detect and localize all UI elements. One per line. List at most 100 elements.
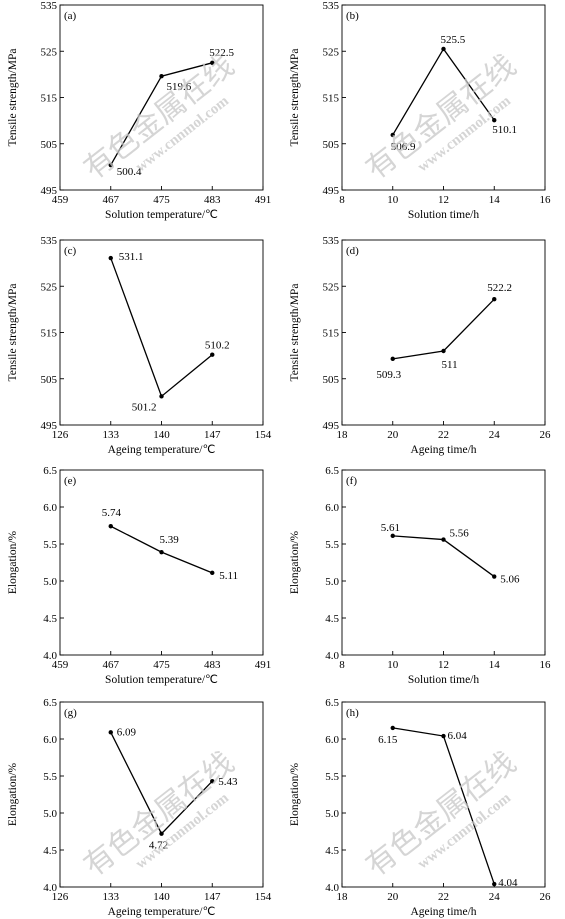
x-tick-label: 133 xyxy=(103,429,120,441)
data-label: 6.15 xyxy=(378,734,398,746)
y-axis-label: Elongation/% xyxy=(7,530,19,594)
x-tick-label: 491 xyxy=(255,659,272,671)
x-tick-label: 133 xyxy=(103,891,120,903)
x-axis-label: Solution temperature/℃ xyxy=(105,209,218,221)
y-tick-label: 495 xyxy=(41,185,58,197)
data-point xyxy=(390,356,395,362)
y-tick-label: 5.5 xyxy=(43,771,57,783)
y-tick-label: 535 xyxy=(41,0,58,12)
y-axis-label: Tensile strength/MPa xyxy=(7,284,19,382)
plot-frame xyxy=(341,469,546,656)
data-point xyxy=(210,570,215,576)
data-point xyxy=(159,549,164,555)
x-axis-label: Solution temperature/℃ xyxy=(105,674,218,686)
data-point xyxy=(441,348,446,354)
y-tick-label: 535 xyxy=(41,235,58,247)
y-axis-label: Tensile strength/MPa xyxy=(7,49,19,147)
x-tick-label: 26 xyxy=(540,891,552,903)
x-tick-label: 20 xyxy=(387,429,399,441)
data-label: 522.5 xyxy=(209,47,234,59)
y-tick-label: 495 xyxy=(41,420,58,432)
data-label: 5.74 xyxy=(102,507,122,519)
y-tick-label: 5.5 xyxy=(325,539,339,551)
y-tick-label: 505 xyxy=(41,374,58,386)
y-tick-label: 515 xyxy=(323,328,340,340)
data-point xyxy=(210,778,215,784)
x-tick-label: 140 xyxy=(153,429,170,441)
y-tick-label: 495 xyxy=(323,185,340,197)
data-point xyxy=(441,733,446,739)
data-point xyxy=(492,881,497,887)
y-tick-label: 4.5 xyxy=(43,845,57,857)
x-tick-label: 14 xyxy=(489,659,501,671)
chart-panel: 18 20 22 24 26 495 505 515 525 535 Ageing time/h Te… xyxy=(289,235,551,456)
y-tick-label: 6.5 xyxy=(43,697,57,709)
y-tick-label: 525 xyxy=(41,46,58,58)
data-label: 510.1 xyxy=(492,124,517,136)
y-tick-label: 4.0 xyxy=(43,882,57,894)
y-tick-label: 5.0 xyxy=(325,808,339,820)
data-label: 511 xyxy=(442,359,458,371)
x-axis-label: Ageing time/h xyxy=(410,906,476,918)
y-axis-label: Tensile strength/MPa xyxy=(289,284,301,382)
data-point xyxy=(492,297,497,302)
x-tick-label: 18 xyxy=(337,891,349,903)
y-tick-label: 5.0 xyxy=(43,576,57,588)
x-tick-label: 475 xyxy=(153,194,170,206)
y-tick-label: 6.0 xyxy=(43,734,57,746)
chart-panel: 8 10 12 14 16 495 505 515 525 535 Solution time/h T… xyxy=(289,0,551,221)
x-tick-label: 12 xyxy=(438,659,449,671)
chart-panel: 18 20 22 24 26 4.0 4.5 5.0 5.5 6.0 6.5 Ageing time/… xyxy=(289,697,551,918)
data-label: 5.61 xyxy=(381,522,400,534)
x-tick-label: 24 xyxy=(489,891,501,903)
y-tick-label: 5.0 xyxy=(325,576,339,588)
panel-label: (f) xyxy=(346,475,357,487)
panel-label: (g) xyxy=(64,707,77,719)
y-tick-label: 4.5 xyxy=(43,613,57,625)
y-tick-label: 5.5 xyxy=(43,539,57,551)
panel-label: (e) xyxy=(64,475,77,487)
data-point xyxy=(390,132,395,138)
y-tick-label: 515 xyxy=(323,93,340,105)
data-point xyxy=(390,725,395,731)
x-tick-label: 22 xyxy=(438,891,449,903)
data-label: 500.4 xyxy=(117,166,142,178)
y-tick-label: 6.0 xyxy=(325,502,339,514)
data-label: 519.6 xyxy=(167,81,192,93)
data-label: 510.2 xyxy=(205,340,230,352)
y-tick-label: 505 xyxy=(323,374,340,386)
data-label: 5.43 xyxy=(218,776,238,788)
data-label: 531.1 xyxy=(119,251,144,263)
y-tick-label: 525 xyxy=(323,46,340,58)
data-point xyxy=(441,537,446,542)
data-point xyxy=(492,574,497,579)
x-tick-label: 8 xyxy=(339,194,345,206)
x-tick-label: 22 xyxy=(438,429,449,441)
plot-frame xyxy=(59,469,264,656)
x-tick-label: 459 xyxy=(52,194,69,206)
x-tick-label: 12 xyxy=(438,194,449,206)
data-label: 6.04 xyxy=(448,730,468,742)
x-tick-label: 491 xyxy=(255,194,272,206)
panel-label: (d) xyxy=(346,245,359,257)
y-tick-label: 4.0 xyxy=(325,650,339,662)
x-axis-label: Solution time/h xyxy=(408,209,479,221)
y-tick-label: 6.5 xyxy=(325,465,339,477)
x-tick-label: 16 xyxy=(540,659,552,671)
x-tick-label: 154 xyxy=(255,891,272,903)
data-point xyxy=(210,352,215,357)
x-axis-label: Ageing temperature/℃ xyxy=(108,906,216,918)
x-tick-label: 8 xyxy=(339,659,345,671)
x-tick-label: 147 xyxy=(204,429,221,441)
x-tick-label: 467 xyxy=(103,194,120,206)
chart-panel: 8 10 12 14 16 4.0 4.5 5.0 5.5 6.0 6.5 Solution time… xyxy=(289,465,551,686)
data-point xyxy=(159,74,164,79)
chart-panel: 126 133 140 147 154 4.0 4.5 5.0 5.5 6.0 6.5 Ageing … xyxy=(7,697,272,918)
x-tick-label: 147 xyxy=(204,891,221,903)
data-label: 5.06 xyxy=(500,574,520,586)
panel-label: (h) xyxy=(346,707,359,719)
panel-label: (b) xyxy=(346,10,359,22)
y-tick-label: 6.5 xyxy=(325,697,339,709)
